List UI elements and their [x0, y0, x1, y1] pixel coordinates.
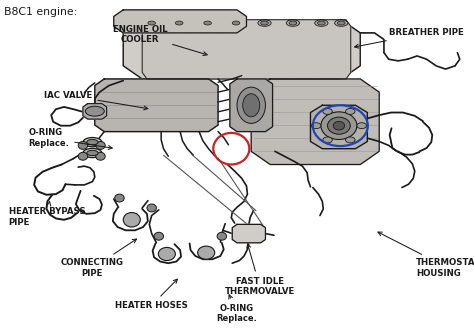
Ellipse shape [346, 137, 355, 143]
Ellipse shape [232, 21, 240, 25]
Polygon shape [95, 79, 218, 132]
Ellipse shape [204, 21, 211, 25]
Text: CONNECTING
PIPE: CONNECTING PIPE [61, 239, 137, 278]
Ellipse shape [261, 21, 268, 25]
Ellipse shape [311, 123, 321, 129]
Text: ENGINE OIL
COOLER: ENGINE OIL COOLER [112, 25, 207, 56]
Ellipse shape [346, 109, 355, 114]
Ellipse shape [87, 139, 98, 145]
Ellipse shape [78, 152, 88, 160]
Text: O-RING
Replace.: O-RING Replace. [28, 129, 112, 149]
Polygon shape [310, 105, 367, 149]
Ellipse shape [87, 150, 98, 156]
Ellipse shape [148, 21, 155, 25]
Ellipse shape [229, 20, 243, 26]
Ellipse shape [237, 87, 265, 123]
Polygon shape [83, 104, 107, 119]
Ellipse shape [337, 21, 345, 25]
Text: BREATHER PIPE: BREATHER PIPE [355, 28, 464, 48]
Ellipse shape [175, 21, 183, 25]
Text: THERMOSTAT
HOUSING: THERMOSTAT HOUSING [378, 232, 474, 278]
Ellipse shape [83, 138, 102, 147]
Ellipse shape [158, 247, 175, 261]
Text: HEATER BYPASS
PIPE: HEATER BYPASS PIPE [9, 202, 85, 227]
Ellipse shape [315, 20, 328, 26]
Ellipse shape [286, 20, 300, 26]
Ellipse shape [173, 20, 186, 26]
Ellipse shape [123, 213, 140, 227]
Ellipse shape [289, 21, 297, 25]
Text: IAC VALVE: IAC VALVE [44, 91, 148, 110]
Ellipse shape [201, 20, 214, 26]
Polygon shape [142, 20, 351, 79]
Ellipse shape [83, 148, 102, 158]
Ellipse shape [78, 141, 88, 149]
Polygon shape [230, 79, 273, 132]
Text: FAST IDLE
THERMOVALVE: FAST IDLE THERMOVALVE [225, 244, 295, 296]
Ellipse shape [333, 121, 345, 130]
Ellipse shape [328, 117, 350, 134]
Ellipse shape [323, 109, 332, 114]
Text: HEATER HOSES: HEATER HOSES [115, 279, 188, 310]
Text: B8C1 engine:: B8C1 engine: [4, 7, 77, 16]
Ellipse shape [145, 20, 158, 26]
Ellipse shape [335, 20, 348, 26]
Ellipse shape [96, 141, 105, 149]
Ellipse shape [243, 94, 260, 117]
Ellipse shape [115, 194, 124, 202]
Ellipse shape [198, 246, 215, 259]
Ellipse shape [321, 112, 357, 139]
Ellipse shape [96, 152, 105, 160]
Ellipse shape [357, 123, 366, 129]
Polygon shape [123, 20, 360, 79]
Ellipse shape [318, 21, 325, 25]
Ellipse shape [217, 232, 227, 240]
Ellipse shape [147, 204, 156, 212]
Polygon shape [251, 79, 379, 164]
Ellipse shape [323, 137, 332, 143]
Ellipse shape [258, 20, 271, 26]
Ellipse shape [85, 106, 104, 116]
Polygon shape [232, 224, 265, 243]
Ellipse shape [154, 232, 164, 240]
Text: O-RING
Replace.: O-RING Replace. [217, 295, 257, 323]
Polygon shape [114, 10, 246, 33]
